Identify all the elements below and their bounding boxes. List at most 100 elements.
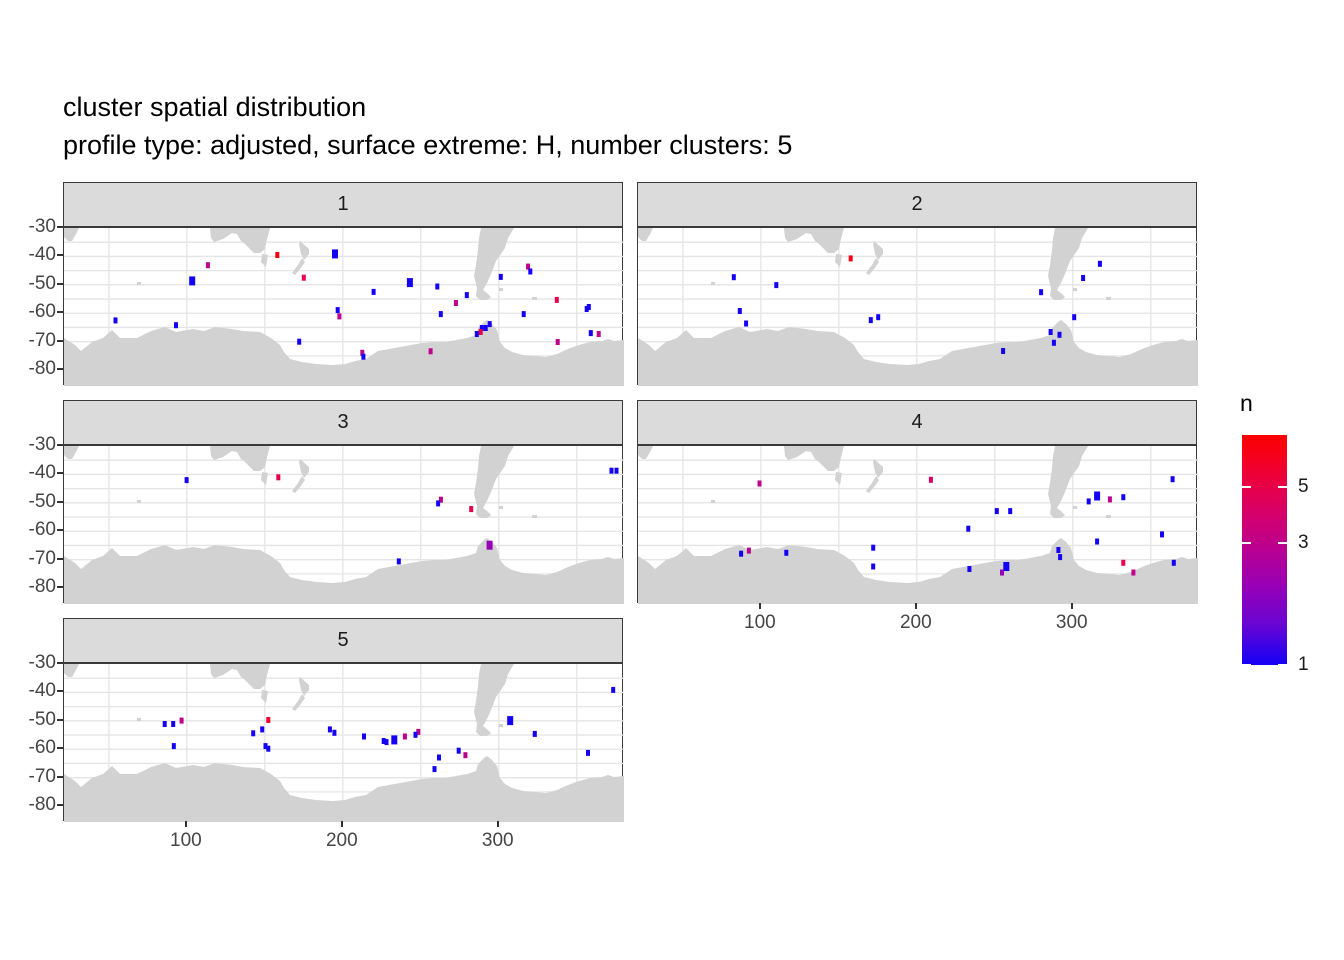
y-axis-tick — [57, 254, 63, 257]
land-kerguelen — [137, 718, 141, 721]
y-axis-tick-label: -80 — [28, 794, 56, 816]
data-point — [1008, 508, 1013, 515]
land-kerguelen — [137, 282, 141, 285]
y-axis-tick-label: -50 — [28, 708, 56, 730]
data-point — [396, 558, 401, 565]
y-axis-tick — [57, 662, 63, 664]
land-south-georgia — [532, 515, 537, 518]
land-antarctica — [638, 538, 1198, 604]
x-axis-tick-label: 300 — [481, 830, 514, 851]
y-axis-tick-label: -40 — [28, 244, 56, 266]
data-point — [555, 339, 560, 345]
x-axis-tick — [184, 821, 187, 827]
data-point — [554, 296, 559, 303]
land-africa — [638, 228, 653, 241]
data-point — [332, 729, 337, 736]
x-axis-tick — [496, 821, 499, 827]
data-point — [1121, 494, 1126, 501]
data-point — [435, 283, 440, 290]
data-point — [276, 474, 281, 481]
y-axis-tick-label: -50 — [28, 490, 56, 512]
data-point — [1086, 498, 1091, 505]
data-point — [171, 743, 176, 750]
land-nz-north — [873, 241, 883, 260]
data-point — [381, 738, 386, 744]
data-point — [876, 314, 881, 321]
data-point — [1170, 476, 1175, 483]
data-point — [483, 325, 488, 331]
data-point — [507, 716, 514, 726]
land-australia — [210, 664, 270, 689]
data-point — [498, 273, 503, 280]
map-panel-4 — [637, 445, 1198, 604]
y-axis-tick-label: -60 — [28, 301, 56, 323]
data-point — [266, 745, 271, 752]
data-point — [586, 749, 590, 756]
legend-tick-dash-right — [1278, 485, 1287, 488]
data-point — [297, 338, 302, 345]
y-axis-tick — [57, 368, 63, 371]
data-point — [1057, 331, 1062, 338]
land-nz-south — [292, 694, 305, 711]
data-point — [1097, 260, 1102, 267]
land-kerguelen — [711, 500, 715, 503]
land-australia — [210, 446, 270, 471]
data-point — [384, 739, 389, 746]
y-axis-tick — [57, 311, 63, 314]
data-point — [868, 317, 873, 324]
data-point — [614, 467, 619, 474]
land-nz-south — [866, 258, 879, 275]
data-point — [486, 540, 493, 550]
data-point — [428, 348, 433, 355]
data-point — [596, 331, 601, 337]
legend-title: n — [1240, 390, 1253, 416]
data-point — [413, 731, 418, 738]
data-point — [275, 252, 280, 258]
data-point — [1107, 496, 1112, 503]
legend-tick-dash-right — [1278, 542, 1287, 545]
y-axis-tick — [57, 557, 63, 560]
land-africa — [64, 446, 79, 459]
data-point — [478, 329, 483, 335]
data-point — [189, 276, 196, 286]
land-falkland — [1073, 506, 1077, 509]
data-point — [416, 728, 421, 735]
land-nz-south — [866, 476, 879, 493]
data-point — [432, 766, 437, 773]
data-point — [474, 331, 479, 337]
data-point — [391, 735, 398, 745]
data-point — [1171, 559, 1176, 566]
land-antarctica — [64, 756, 624, 822]
data-point — [731, 274, 736, 281]
data-point — [757, 480, 762, 487]
y-axis-tick-label: -40 — [28, 680, 56, 702]
y-axis-tick — [57, 339, 63, 342]
chart-subtitle: profile type: adjusted, surface extreme:… — [63, 130, 793, 160]
data-point — [487, 321, 492, 328]
facet-strip-2: 2 — [637, 182, 1197, 227]
y-axis-tick — [57, 500, 63, 503]
legend-tick-dash-left — [1242, 542, 1251, 545]
title-block: cluster spatial distribution profile typ… — [63, 88, 792, 164]
x-axis-tick — [914, 603, 917, 609]
data-point — [171, 721, 176, 727]
data-point — [437, 754, 441, 761]
y-axis-tick — [57, 804, 63, 807]
y-axis-tick-label: -70 — [28, 329, 56, 351]
land-nz-south — [292, 476, 305, 493]
land-kerguelen — [137, 500, 141, 503]
land-nz-north — [873, 459, 883, 478]
data-point — [1081, 275, 1086, 281]
data-point — [436, 500, 441, 507]
x-axis-tick-label: 300 — [1055, 612, 1088, 633]
facet-strip-5: 5 — [63, 618, 623, 663]
facet-strip-1: 1 — [63, 182, 623, 227]
y-axis-tick-label: -30 — [28, 434, 56, 455]
facet-strip-4: 4 — [637, 400, 1197, 445]
y-axis-tick-label: -70 — [28, 765, 56, 787]
y-axis-tick-label: -60 — [28, 519, 56, 541]
data-point — [774, 282, 779, 289]
data-point — [744, 320, 749, 327]
data-point — [464, 292, 469, 299]
data-point — [263, 743, 268, 750]
